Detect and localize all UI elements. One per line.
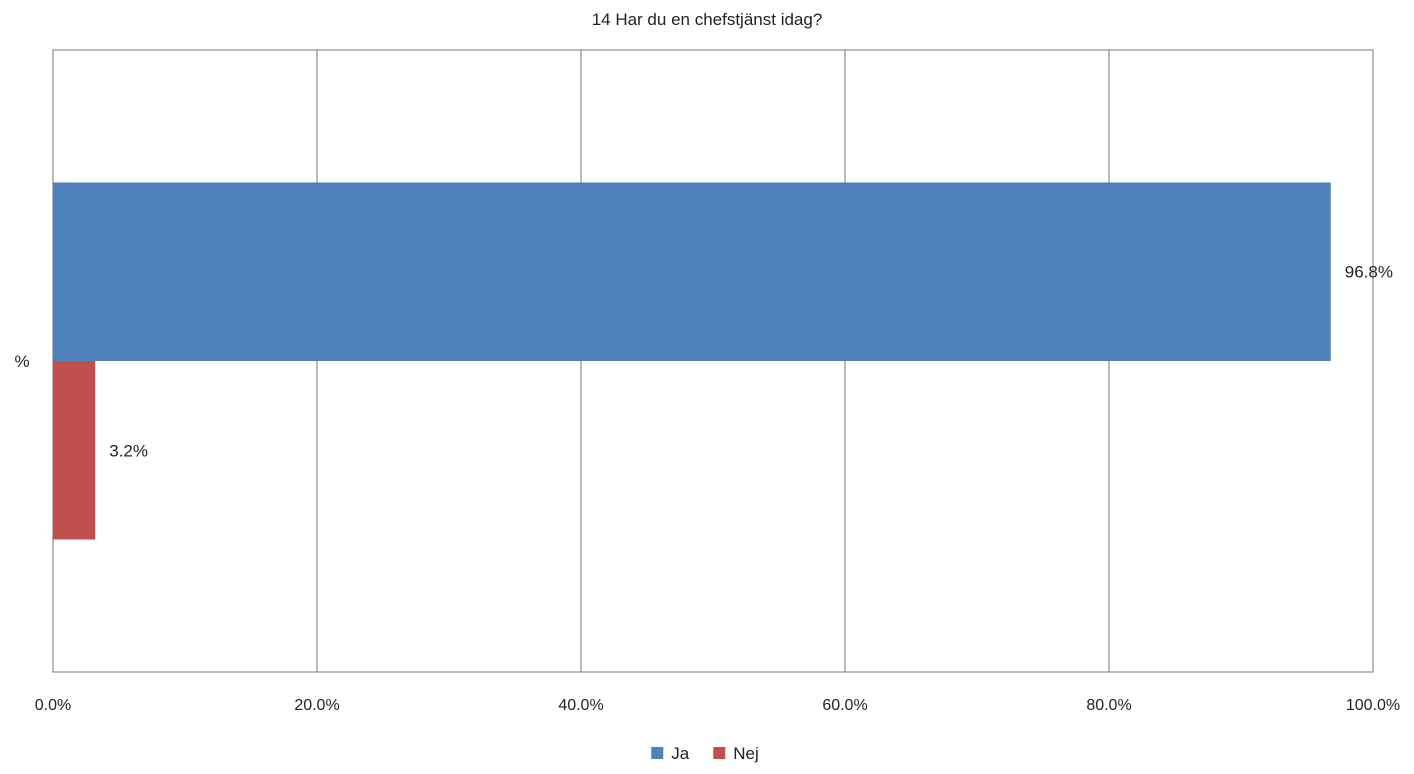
data-label: 3.2%	[109, 441, 148, 460]
x-tick-label: 40.0%	[558, 697, 603, 714]
data-label: 96.8%	[1345, 263, 1393, 282]
x-tick-label: 80.0%	[1086, 697, 1131, 714]
bar-ja	[53, 182, 1331, 361]
legend-swatch-ja	[651, 747, 664, 759]
chart-title: 14 Har du en chefstjänst idag?	[592, 10, 823, 29]
bar-nej	[53, 361, 96, 540]
x-tick-label: 0.0%	[35, 697, 71, 714]
data-labels: 96.8% 3.2%	[109, 263, 1393, 461]
y-axis-category-labels: %	[14, 352, 29, 371]
legend-swatch-nej	[713, 747, 726, 759]
x-tick-label: 20.0%	[294, 697, 339, 714]
x-tick-label: 100.0%	[1346, 697, 1400, 714]
bars	[53, 182, 1331, 540]
x-tick-label: 60.0%	[822, 697, 867, 714]
x-axis-tick-labels: 0.0% 20.0% 40.0% 60.0% 80.0% 100.0%	[35, 697, 1400, 714]
legend-label: Ja	[671, 744, 690, 763]
legend: Ja Nej	[651, 744, 759, 763]
legend-label: Nej	[733, 744, 759, 763]
category-label: %	[14, 352, 29, 371]
